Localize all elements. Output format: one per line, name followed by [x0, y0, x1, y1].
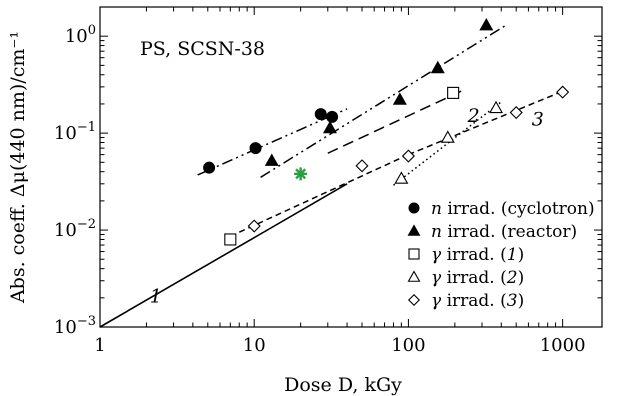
point-n-cyclotron — [249, 142, 262, 155]
fit-gamma-3-low — [238, 153, 409, 233]
legend-label-gamma-1: γ irrad. (1) — [431, 245, 524, 265]
point-gamma-2 — [394, 171, 409, 184]
plot-area — [99, 6, 603, 328]
legend-marker-gamma-1 — [408, 248, 420, 260]
annotation: PS, SCSN-38 — [140, 38, 265, 60]
data-points — [203, 17, 570, 246]
legend-label-n-reactor: n irrad. (reactor) — [431, 222, 577, 242]
point-gamma-3 — [247, 219, 261, 233]
legend-marker-n-cyclotron — [408, 202, 420, 214]
curve-label-2: 2 — [467, 105, 480, 127]
x-tick-label: 1000 — [540, 335, 586, 356]
curve-label-1: 1 — [150, 285, 162, 307]
point-n-cyclotron — [314, 108, 327, 121]
point-gamma-2 — [489, 100, 504, 114]
point-gamma-1 — [447, 86, 460, 99]
legend-label-n-cyclotron: n irrad. (cyclotron) — [431, 199, 595, 219]
x-tick-label: 10 — [243, 335, 266, 356]
fit-gamma-1-upper — [327, 89, 465, 154]
point-gamma-3 — [556, 85, 570, 99]
y-axis-label: Abs. coeff. Δμ(440 nm)/cm⁻¹ — [7, 31, 29, 304]
y-tick-label: 10−2 — [54, 217, 96, 241]
point-n-reactor — [392, 92, 407, 105]
legend: n irrad. (cyclotron) n irrad. (reactor) γ … — [407, 199, 595, 311]
y-tick-label: 10−1 — [54, 120, 96, 144]
x-tick-label: 100 — [391, 335, 425, 356]
plot-frame — [99, 6, 603, 328]
legend-label-gamma-2: γ irrad. (2) — [431, 268, 524, 288]
point-n-reactor — [479, 17, 494, 31]
legend-marker-n-reactor — [407, 224, 421, 236]
fit-gamma-1-lower — [99, 183, 348, 328]
text-labels: 1 10 100 1000 10−3 10−2 10−1 100 Dose D, kGy Abs.… — [7, 23, 586, 396]
point-gamma-1 — [224, 233, 237, 246]
point-gamma-3 — [509, 105, 523, 120]
point-n-cyclotron — [326, 110, 339, 123]
fit-reactor — [260, 24, 507, 178]
point-n-reactor — [264, 153, 279, 166]
x-axis-label: Dose D, kGy — [284, 374, 402, 396]
legend-marker-gamma-3 — [407, 293, 421, 307]
y-tick-label: 100 — [65, 23, 96, 47]
point-n-cyclotron — [203, 161, 216, 174]
axis-ticks — [99, 6, 602, 328]
point-gamma-2 — [440, 130, 455, 143]
x-tick-label: 1 — [94, 335, 105, 356]
star-ray — [295, 168, 307, 180]
point-n-reactor — [430, 60, 445, 74]
point-n-reactor — [322, 120, 337, 134]
point-star — [294, 167, 308, 181]
y-tick-label: 10−3 — [54, 314, 96, 338]
legend-label-gamma-3: γ irrad. (3) — [431, 291, 524, 311]
point-gamma-3 — [355, 159, 369, 173]
point-gamma-3 — [401, 149, 415, 163]
curve-label-3: 3 — [532, 108, 544, 130]
fit-gamma-3-high — [408, 90, 563, 156]
legend-marker-gamma-2 — [407, 270, 421, 282]
